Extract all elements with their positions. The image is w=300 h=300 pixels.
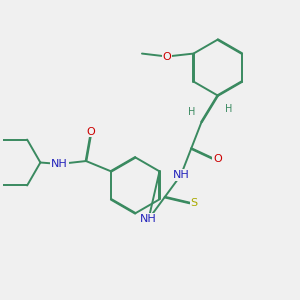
Text: O: O (163, 52, 171, 61)
Text: H: H (225, 104, 233, 114)
Text: H: H (188, 107, 196, 117)
Text: NH: NH (172, 170, 189, 180)
Text: S: S (190, 198, 198, 208)
Text: O: O (86, 127, 95, 136)
Text: NH: NH (140, 214, 157, 224)
Text: NH: NH (51, 159, 68, 169)
Text: O: O (213, 154, 222, 164)
